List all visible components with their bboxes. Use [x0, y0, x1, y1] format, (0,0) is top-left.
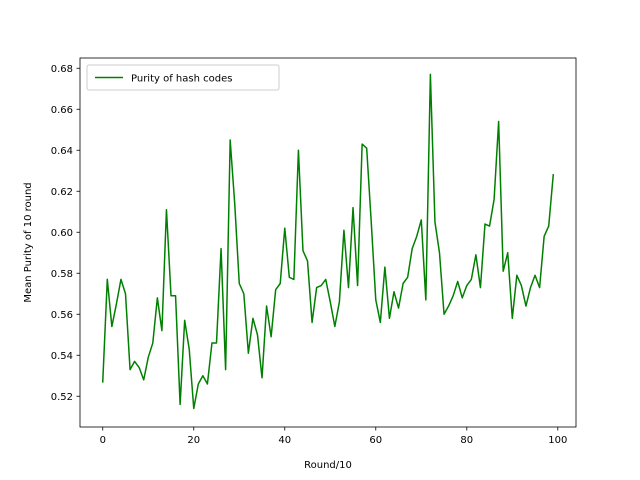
x-tick-label-2: 40	[278, 435, 291, 446]
x-tick-label-0: 0	[100, 435, 106, 446]
y-tick-label-0: 0.52	[51, 392, 73, 403]
y-tick-label-8: 0.68	[51, 64, 73, 75]
legend-entry-label: Purity of hash codes	[131, 74, 232, 85]
series-line-0	[101, 73, 555, 410]
y-tick-label-5: 0.62	[51, 187, 73, 198]
axes: 0 20 40 60 80 100 0.52 0.54 0.56 0.58 0.60 0.62 0.64…	[51, 57, 577, 446]
x-tick-label-1: 20	[187, 435, 200, 446]
y-axis-label: Mean Purity of 10 round	[23, 182, 34, 302]
y-tick-label-7: 0.66	[51, 105, 73, 116]
x-tick-label-3: 60	[369, 435, 382, 446]
axes-frame	[79, 57, 577, 428]
y-tick-label-1: 0.54	[51, 351, 73, 362]
plot-area	[101, 73, 555, 410]
x-tick-label-5: 100	[548, 435, 567, 446]
legend-box	[86, 64, 280, 91]
y-tick-label-4: 0.60	[51, 228, 73, 239]
x-axis-label: Round/10	[304, 460, 352, 471]
y-tick-label-3: 0.58	[51, 269, 73, 280]
legend: Purity of hash codes	[86, 64, 280, 91]
y-tick-label-2: 0.56	[51, 310, 73, 321]
y-tick-label-6: 0.64	[51, 146, 73, 157]
x-tick-label-4: 80	[460, 435, 473, 446]
